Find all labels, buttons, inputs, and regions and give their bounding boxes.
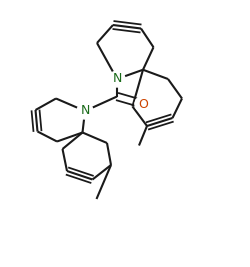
Text: O: O — [138, 97, 148, 111]
Text: N: N — [112, 73, 122, 85]
Circle shape — [77, 103, 93, 119]
Circle shape — [135, 96, 151, 112]
Circle shape — [109, 71, 125, 87]
Text: N: N — [80, 104, 90, 117]
